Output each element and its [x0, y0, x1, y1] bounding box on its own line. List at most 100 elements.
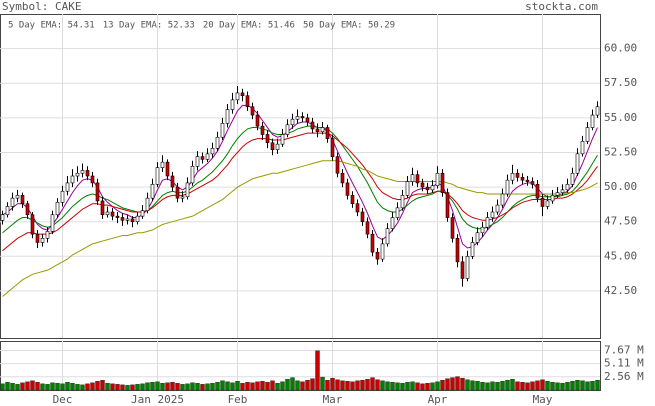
ema-line — [2, 160, 598, 297]
candle-body — [530, 181, 535, 185]
candle-body — [315, 128, 320, 132]
candle-body — [425, 186, 430, 191]
volume-bar — [485, 382, 490, 391]
candle-body — [265, 134, 270, 144]
volume-bar — [265, 382, 270, 391]
volume-bar — [30, 380, 35, 391]
candle-body — [555, 192, 560, 196]
volume-bar — [440, 380, 445, 391]
candle-body — [575, 153, 580, 174]
candle-body — [210, 148, 215, 155]
candle-body — [470, 242, 475, 257]
y-tick-label: 57.50 — [604, 76, 637, 89]
candle-body — [445, 192, 450, 218]
volume-bar — [395, 382, 400, 391]
candle-body — [185, 182, 190, 198]
volume-bar — [360, 380, 365, 391]
volume-bar — [270, 380, 275, 391]
volume-bar — [545, 381, 550, 391]
marks — [0, 86, 600, 391]
candle-body — [20, 195, 25, 204]
candle-body — [135, 215, 140, 222]
volume-bar — [370, 377, 375, 391]
candle-body — [35, 233, 40, 243]
candle-body — [260, 125, 265, 135]
volume-bar — [455, 376, 460, 391]
ema-line — [2, 125, 598, 234]
volume-bar — [180, 384, 185, 391]
candle-body — [295, 116, 300, 120]
volume-bar — [540, 379, 545, 391]
candle-body — [70, 175, 75, 184]
candle-body — [585, 127, 590, 142]
candle-body — [200, 156, 205, 160]
volume-bar — [320, 376, 325, 391]
volume-bar — [195, 383, 200, 391]
candle-body — [500, 193, 505, 206]
candle-body — [80, 170, 85, 174]
volume-bar — [160, 383, 165, 391]
candle-body — [350, 195, 355, 204]
volume-bar — [130, 384, 135, 391]
legend-entry: 5 Day EMA: 54.31 — [8, 21, 95, 31]
candle-body — [45, 231, 50, 239]
candle-body — [560, 189, 565, 193]
candle-body — [250, 106, 255, 116]
volume-bar — [590, 381, 595, 391]
candle-body — [65, 182, 70, 192]
volume-bar — [280, 381, 285, 391]
volume-bar — [300, 381, 305, 391]
volume-bar — [525, 382, 530, 391]
volume-bar — [165, 382, 170, 391]
volume-bar — [135, 384, 140, 391]
candle-body — [455, 238, 460, 263]
candle-body — [100, 200, 105, 216]
candle-body — [170, 175, 175, 188]
candle-body — [15, 195, 20, 199]
candle-body — [505, 179, 510, 195]
volume-bar — [95, 381, 100, 391]
volume-bar — [425, 383, 430, 391]
candle-body — [30, 214, 35, 235]
volume-bar — [560, 383, 565, 391]
volume-bar — [150, 382, 155, 391]
candle-body — [390, 217, 395, 229]
x-tick-label: Jan 2025 — [131, 393, 184, 406]
volume-bar — [535, 380, 540, 391]
candle-body — [355, 203, 360, 213]
candle-body — [340, 172, 345, 184]
candle-body — [490, 211, 495, 218]
legend-entry: 20 Day EMA: 51.46 — [203, 21, 295, 31]
source: stockta.com — [525, 0, 598, 13]
candle-body — [475, 232, 480, 243]
volume-bar — [355, 380, 360, 391]
volume-bar — [245, 382, 250, 391]
candle-body — [160, 161, 165, 168]
volume-bar — [365, 378, 370, 391]
candle-body — [335, 156, 340, 174]
volume-bar — [155, 381, 160, 391]
volume-bar — [345, 381, 350, 391]
candle-body — [225, 109, 230, 124]
candle-body — [195, 156, 200, 167]
volume-bar — [260, 381, 265, 391]
candle-body — [310, 121, 315, 130]
candle-body — [395, 207, 400, 218]
candle-body — [405, 181, 410, 196]
volume-bar — [570, 381, 575, 391]
volume-bar — [505, 380, 510, 391]
volume-bar — [80, 384, 85, 391]
candle-body — [435, 172, 440, 186]
volume-bar — [410, 381, 415, 391]
volume-bar — [470, 380, 475, 391]
candle-body — [375, 251, 380, 260]
volume-bar — [125, 385, 130, 391]
candle-body — [345, 182, 350, 196]
candle-body — [290, 118, 295, 126]
volume-bar — [400, 383, 405, 391]
candle-body — [235, 92, 240, 101]
candle-body — [95, 182, 100, 202]
ema-line — [2, 104, 598, 249]
volume-bar — [140, 383, 145, 391]
candle-body — [360, 211, 365, 222]
